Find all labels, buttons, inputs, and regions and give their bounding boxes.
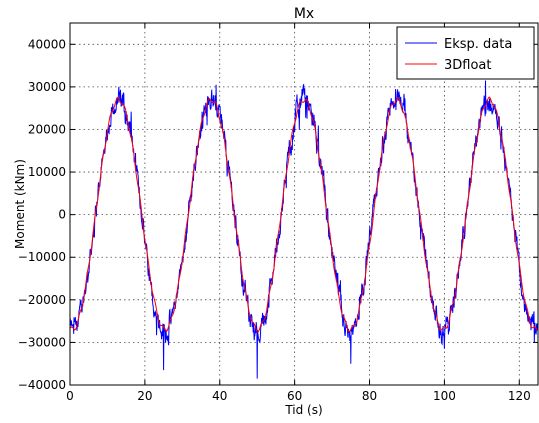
ticks: 0 20 40 60 80 100 120 −40000 −30000 −20000 −10000 0…	[18, 23, 538, 403]
series-eksp-data-line	[70, 80, 538, 379]
y-tick-label: 30000	[28, 80, 66, 94]
y-tick-label: −40000	[18, 378, 66, 392]
y-tick-label: −10000	[18, 250, 66, 264]
x-tick-label: 40	[212, 389, 227, 403]
x-tick-label: 120	[508, 389, 531, 403]
x-axis-label: Tid (s)	[284, 403, 322, 417]
x-tick-label: 20	[137, 389, 152, 403]
legend-label-3dfloat: 3Dfloat	[444, 58, 492, 73]
plot-area	[70, 80, 538, 379]
x-tick-label: 0	[66, 389, 74, 403]
y-tick-label: 20000	[28, 122, 66, 136]
x-tick-label: 100	[433, 389, 456, 403]
y-axis-label: Moment (kNm)	[13, 159, 27, 249]
series-3dfloat-line	[70, 96, 538, 333]
legend: Eksp. data 3Dfloat	[396, 26, 535, 80]
y-tick-label: −30000	[18, 335, 66, 349]
chart-title: Mx	[294, 6, 314, 22]
y-tick-label: 10000	[28, 165, 66, 179]
legend-label-eksp-data: Eksp. data	[444, 37, 512, 52]
axes-frame	[69, 22, 539, 386]
y-tick-label: 40000	[28, 37, 66, 51]
legend-box	[396, 26, 535, 80]
x-tick-label: 60	[287, 389, 302, 403]
x-tick-label: 80	[362, 389, 377, 403]
y-tick-label: −20000	[18, 293, 66, 307]
y-tick-label: 0	[58, 208, 66, 222]
